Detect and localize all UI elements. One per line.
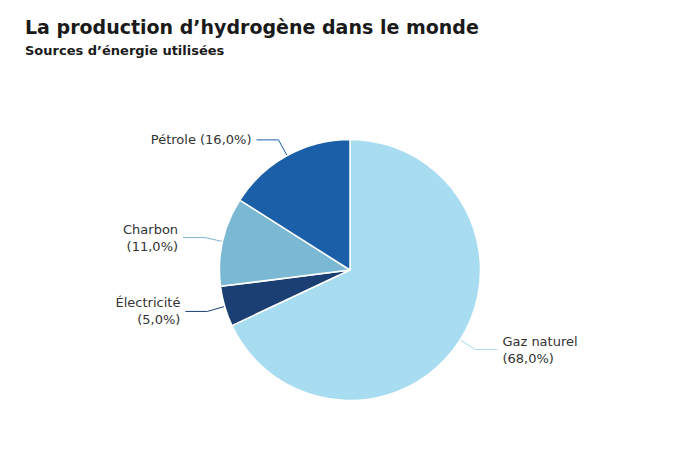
svg-text:Gaz naturel: Gaz naturel	[502, 334, 577, 349]
svg-text:Sources d’énergie utilisées: Sources d’énergie utilisées	[25, 43, 225, 58]
svg-text:La production d’hydrogène dans: La production d’hydrogène dans le monde	[25, 16, 479, 38]
svg-text:Charbon: Charbon	[123, 222, 178, 237]
svg-text:Pétrole (16,0%): Pétrole (16,0%)	[151, 132, 252, 147]
svg-text:Électricité: Électricité	[116, 295, 181, 310]
svg-text:(68,0%): (68,0%)	[502, 351, 553, 366]
svg-text:(5,0%): (5,0%)	[137, 312, 180, 327]
svg-text:(11,0%): (11,0%)	[127, 239, 178, 254]
